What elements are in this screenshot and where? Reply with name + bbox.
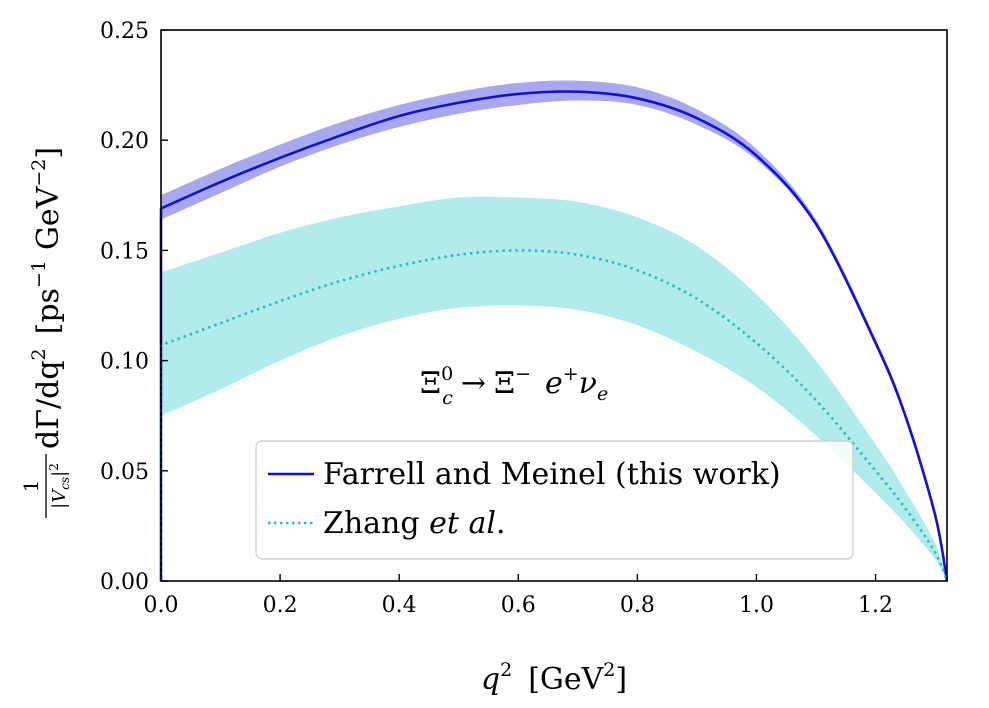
annot-arrow: → [461, 366, 486, 401]
x-tick-label: 0.0 [144, 593, 179, 618]
annot-nu-sub: e [597, 383, 608, 405]
annot-xi-sup: 0 [441, 363, 453, 385]
series-line-zhang [159, 249, 949, 582]
annot-xi-sub: c [442, 387, 453, 409]
legend-zhang-suffix: . [496, 506, 506, 541]
y-label-main: dΓ/dq2 [ps−1 GeV−2] [28, 147, 66, 449]
uncertainty-bands [161, 80, 947, 582]
x-tick-label: 1.0 [739, 593, 774, 618]
y-den-close: | [49, 471, 70, 477]
y-unit-a: [ps [31, 288, 66, 334]
x-tick-label: 0.2 [263, 593, 298, 618]
y-label-frac-num: 1 [19, 480, 43, 493]
annot-e-sup: + [563, 363, 579, 385]
x-tick-label: 1.2 [858, 593, 893, 618]
y-axis-ticks: 0.00 0.05 0.10 0.15 0.20 0.25 [100, 19, 168, 595]
x-label-unit-close: ] [615, 662, 627, 697]
y-tick-label: 0.15 [100, 239, 149, 264]
annot-xi: Ξ [420, 366, 441, 401]
x-tick-label: 0.4 [382, 593, 417, 618]
y-tick-label: 0.00 [100, 570, 149, 595]
x-tick-label: 0.8 [620, 593, 655, 618]
legend-box [255, 440, 854, 560]
x-label-unit: [GeV [528, 662, 604, 697]
legend-label-zhang: Zhang et al. [323, 506, 506, 541]
legend: Farrell and Meinel (this work) Zhang et … [255, 440, 854, 560]
plot-frame [160, 29, 948, 582]
series-lines [159, 90, 949, 582]
x-label-var-sup: 2 [500, 659, 512, 681]
x-axis-label: q2 [GeV2] [481, 659, 627, 697]
x-label-var: q [481, 662, 500, 697]
y-tick-label: 0.20 [100, 129, 149, 154]
legend-zhang-italic: et al [429, 506, 496, 541]
y-tick-label: 0.10 [100, 350, 149, 375]
y-unit-b-sup: −2 [28, 159, 50, 187]
band-zhang [161, 196, 947, 582]
y-label-frac-den: |Vcs|2 [47, 463, 72, 509]
y-den-sub: cs [58, 477, 72, 490]
y-unit-a-sup: −1 [28, 260, 50, 288]
y-main-sup: 2 [28, 348, 50, 360]
decay-annotation: Ξ0 c → Ξ− e+νe [420, 363, 608, 409]
y-den-v: |V [49, 488, 70, 509]
y-unit-b: GeV [31, 185, 66, 250]
y-den-sup: 2 [47, 463, 61, 471]
legend-zhang-prefix: Zhang [323, 506, 429, 541]
x-label-unit-sup: 2 [603, 659, 615, 681]
x-tick-label: 0.6 [501, 593, 536, 618]
y-main: dΓ/dq [31, 360, 66, 449]
y-axis-label: 1 |Vcs|2 dΓ/dq2[ps−1GeV−2] [19, 147, 72, 518]
series-line-farrell [159, 90, 949, 582]
y-tick-label: 0.05 [100, 460, 149, 485]
annot-xi2: Ξ [494, 366, 515, 401]
y-unit-close: ] [31, 147, 66, 159]
legend-label-farrell: Farrell and Meinel (this work) [323, 457, 781, 492]
annot-nu: ν [579, 366, 597, 401]
y-tick-label: 0.25 [100, 19, 149, 44]
x-axis-ticks: 0.0 0.2 0.4 0.6 0.8 1.0 1.2 [144, 574, 893, 618]
annot-e: e [545, 366, 563, 401]
annot-xi2-sup: − [515, 363, 531, 385]
